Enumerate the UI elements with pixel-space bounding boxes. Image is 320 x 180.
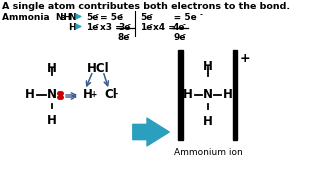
Text: H: H [68,23,76,32]
Text: -: - [96,12,99,18]
Text: -: - [183,22,186,28]
Text: HCl: HCl [87,62,109,75]
Text: x3 =: x3 = [100,23,123,32]
Text: N: N [203,89,213,102]
Text: -: - [200,12,203,18]
Text: H: H [203,60,213,73]
Text: -: - [128,22,131,28]
Text: N: N [68,13,76,22]
Text: -: - [150,12,153,18]
Text: H: H [25,89,35,102]
Text: -: - [96,22,99,28]
Text: +: + [90,90,96,99]
Text: H: H [183,89,193,102]
Text: x4 =: x4 = [153,23,176,32]
Text: -: - [150,22,153,28]
Text: H: H [223,89,233,102]
Text: N: N [47,89,57,102]
Text: = 5e: = 5e [100,13,123,22]
Text: H: H [47,62,57,75]
Text: -: - [127,32,130,38]
Text: H: H [47,114,57,127]
Text: 4e: 4e [173,23,186,32]
Text: -: - [183,32,186,38]
Text: 3: 3 [61,15,66,21]
Text: 5e: 5e [86,13,98,22]
Bar [178,50,182,140]
Text: 8e: 8e [117,33,129,42]
Text: H: H [203,115,213,128]
Text: = 5e: = 5e [158,13,197,22]
Text: Cl: Cl [104,89,117,102]
Text: 9e: 9e [173,33,186,42]
Text: Ammonia  NH: Ammonia NH [2,13,71,22]
Text: 5e: 5e [140,13,152,22]
Text: -: - [115,90,118,99]
Text: 3e: 3e [118,23,130,32]
Text: 1e: 1e [86,23,98,32]
Text: H: H [83,89,93,102]
Text: 1e: 1e [140,23,152,32]
Text: +: + [240,52,251,65]
Text: A single atom contributes both electrons to the bond.: A single atom contributes both electrons… [2,2,290,11]
Text: -: - [120,12,123,18]
Bar [233,50,237,140]
FancyArrowPatch shape [133,118,169,146]
Text: Ammonium ion: Ammonium ion [174,148,242,157]
